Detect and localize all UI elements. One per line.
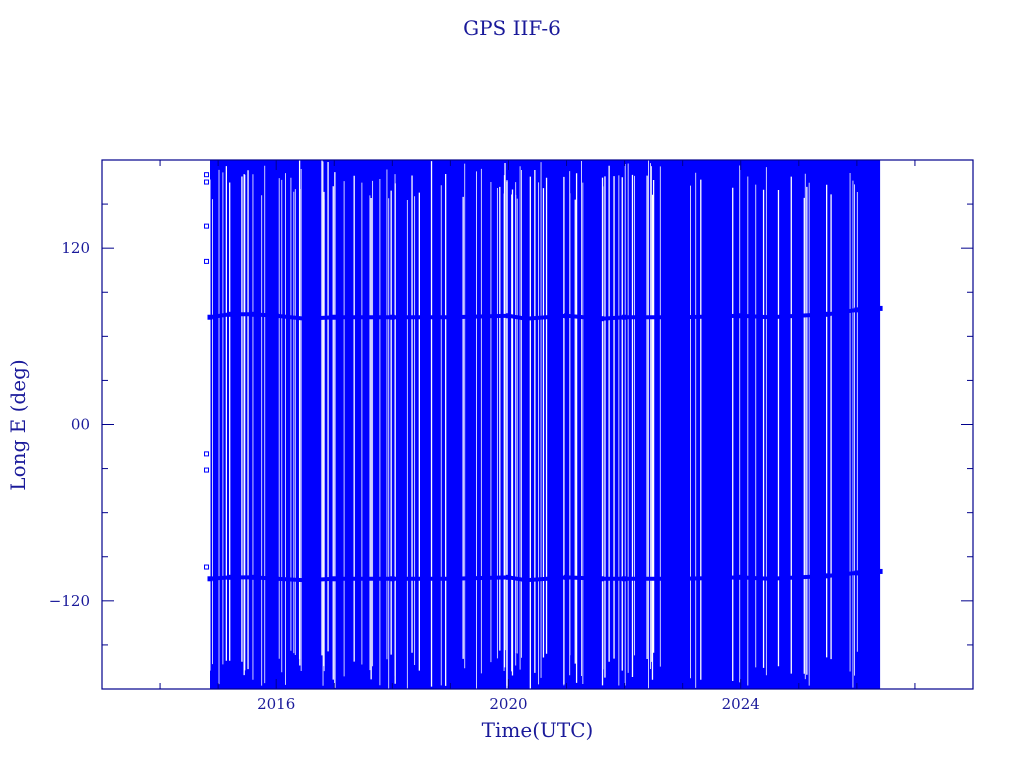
y-tick-label: −120: [49, 592, 90, 610]
data-point: [302, 316, 308, 322]
chart-title: GPS IIF-6: [463, 16, 561, 40]
data-point: [331, 314, 337, 320]
data-point: [796, 574, 802, 580]
x-axis-label: Time(UTC): [481, 718, 594, 742]
data-point: [204, 223, 210, 229]
data-point: [825, 573, 831, 579]
data-point: [598, 316, 604, 322]
data-point: [564, 574, 570, 580]
series-trace-1: [209, 306, 881, 321]
y-tick-label: 00: [71, 416, 90, 434]
data-point: [250, 311, 256, 317]
data-point: [389, 576, 395, 582]
axes-layer: 2016 2020 2024 120 00 −120: [49, 160, 974, 713]
data-point: [523, 316, 529, 322]
data-point: [204, 172, 210, 178]
data-point: [207, 314, 213, 320]
series-trace-2: [209, 569, 881, 583]
data-point: [767, 314, 773, 320]
data-point: [738, 574, 744, 580]
data-point: [796, 313, 802, 319]
data-point: [302, 577, 308, 583]
data-point: [505, 313, 511, 319]
data-point: [227, 574, 233, 580]
data-point: [389, 314, 395, 320]
data-point: [825, 311, 831, 317]
data-point: [680, 576, 686, 582]
data-point: [622, 576, 628, 582]
x-tick-label: 2020: [489, 695, 527, 713]
data-point: [564, 313, 570, 319]
data-point: [204, 467, 210, 473]
data-point: [204, 179, 210, 185]
y-axis-label: Long E (deg): [6, 359, 30, 491]
dense-wrap-region: [210, 160, 881, 689]
data-point: [680, 314, 686, 320]
data-point: [331, 576, 337, 582]
data-point: [523, 577, 529, 583]
data-point: [767, 576, 773, 582]
data-point: [854, 307, 860, 313]
data-point: [447, 576, 453, 582]
data-point: [854, 570, 860, 576]
x-tick-label: 2016: [257, 695, 295, 713]
data-point: [204, 258, 210, 264]
data-point: [207, 576, 213, 582]
data-point: [250, 574, 256, 580]
data-point: [204, 564, 210, 570]
data-point: [273, 576, 279, 582]
data-point: [204, 451, 210, 457]
data-point: [227, 311, 233, 317]
x-tick-label: 2024: [722, 695, 760, 713]
data-layer: [204, 160, 883, 689]
data-point: [738, 313, 744, 319]
data-point: [447, 314, 453, 320]
data-point: [598, 576, 604, 582]
data-point: [622, 314, 628, 320]
y-tick-label: 120: [61, 239, 90, 257]
data-point: [505, 574, 511, 580]
data-point: [273, 313, 279, 319]
data-point: [877, 568, 883, 574]
data-point: [877, 305, 883, 311]
